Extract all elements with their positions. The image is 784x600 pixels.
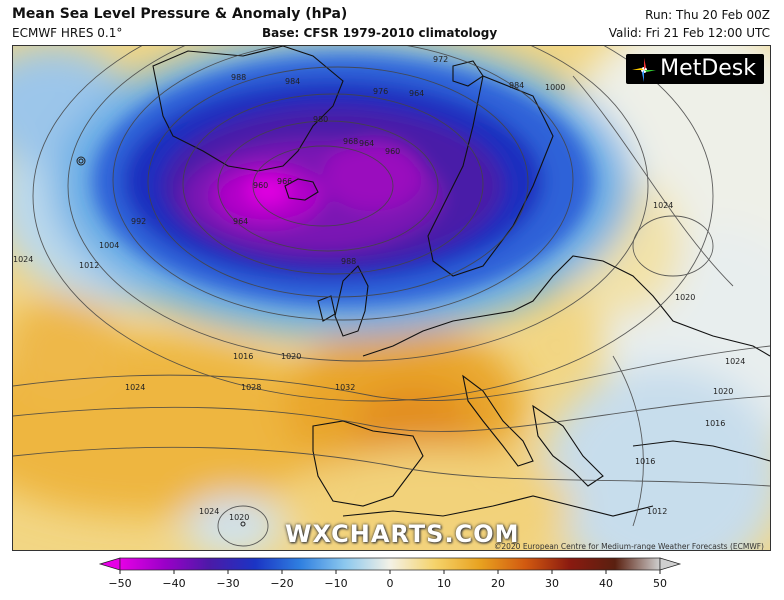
colorbar-left-arrow: [98, 557, 121, 571]
anomaly-shading: [13, 46, 770, 550]
ecmwf-credit: ©2020 European Centre for Medium-range W…: [493, 542, 764, 551]
metdesk-logo-icon: [632, 58, 657, 82]
isobar-label: 1012: [647, 507, 667, 516]
isobars: [13, 46, 770, 547]
isobar-label: 984: [509, 81, 524, 90]
isobar-label: 964: [359, 139, 374, 148]
isobar-label: 968: [343, 137, 358, 146]
colorbar-tick-label: −30: [216, 577, 239, 590]
wxcharts-watermark: WXCHARTS.COM: [285, 520, 520, 548]
isobar-label: 988: [341, 257, 356, 266]
city-markers: [76, 156, 246, 527]
isobar-label: 1004: [99, 241, 119, 250]
isobar-label: 1020: [229, 513, 249, 522]
isobar-label: 966: [277, 177, 292, 186]
colorbar-tick-label: −50: [108, 577, 131, 590]
isobar-label: 1024: [653, 201, 673, 210]
coastlines: [152, 46, 770, 517]
isobar-label: 980: [313, 115, 328, 124]
isobar-label: 1016: [233, 352, 253, 361]
isobar-label: 984: [285, 77, 300, 86]
model-name: ECMWF HRES 0.1°: [12, 26, 123, 40]
colorbar-right-arrow: [659, 557, 682, 571]
isobar-label: 976: [373, 87, 388, 96]
isobar-label: 972: [433, 55, 448, 64]
isobar-label: 1020: [713, 387, 733, 396]
isobar-label: 1032: [335, 383, 355, 392]
isobar-label: 1016: [635, 457, 655, 466]
pressure-anomaly-map[interactable]: 988 984 980 976 972 966 964 968 964 960 984 1000 992…: [12, 45, 771, 551]
metdesk-logo-text: MetDesk: [660, 56, 756, 81]
isobar-label: 960: [253, 181, 268, 190]
anomaly-colorbar: −50 −40 −30 −20 −10 0 10 20 30 40 50: [98, 557, 682, 590]
colorbar-tick-label: 10: [437, 577, 451, 590]
colorbar-tick-label: 30: [545, 577, 559, 590]
chart-title: Mean Sea Level Pressure & Anomaly (hPa): [12, 6, 348, 22]
run-time: Run: Thu 20 Feb 00Z: [645, 8, 770, 22]
isobar-label: 1016: [705, 419, 725, 428]
colorbar-tick-label: −20: [270, 577, 293, 590]
colorbar-tick-label: −40: [162, 577, 185, 590]
climatology-base: Base: CFSR 1979-2010 climatology: [262, 26, 498, 40]
valid-time: Valid: Fri 21 Feb 12:00 UTC: [608, 26, 770, 40]
isobar-label: 1020: [675, 293, 695, 302]
metdesk-logo: MetDesk: [626, 54, 764, 84]
colorbar-tick-label: 0: [387, 577, 394, 590]
colorbar-tick-label: 50: [653, 577, 667, 590]
isobar-label: 960: [385, 147, 400, 156]
isobar-label: 1024: [725, 357, 745, 366]
colorbar-tick-label: 40: [599, 577, 613, 590]
colorbar-tick-label: 20: [491, 577, 505, 590]
colorbar-gradient: [119, 557, 661, 571]
colorbar-tick-label: −10: [324, 577, 347, 590]
isobar-label: 1024: [199, 507, 219, 516]
isobar-label: 992: [131, 217, 146, 226]
isobar-label: 988: [231, 73, 246, 82]
isobar-label: 1012: [79, 261, 99, 270]
isobar-label: 964: [233, 217, 248, 226]
isobar-label: 1000: [545, 83, 565, 92]
isobar-label: 1024: [125, 383, 145, 392]
isobar-label: 964: [409, 89, 424, 98]
isobar-label: 1028: [241, 383, 261, 392]
isobar-label: 1024: [13, 255, 33, 264]
isobar-label: 1020: [281, 352, 301, 361]
